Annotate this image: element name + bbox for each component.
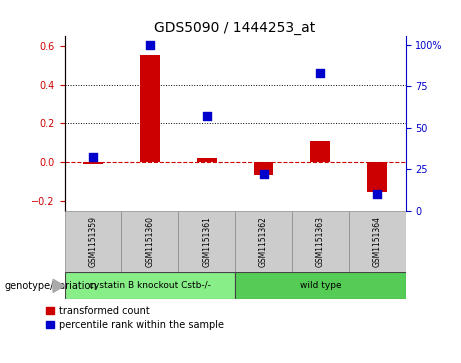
Bar (235, 272, 406, 299)
Text: GSM1151360: GSM1151360 (145, 216, 154, 267)
Bar (349, 211, 406, 272)
Text: GSM1151363: GSM1151363 (316, 216, 325, 267)
Point (317, 70, 324, 76)
Point (373, 191, 381, 197)
Bar (65, 211, 121, 272)
Point (146, 42, 154, 48)
Bar (83, 162, 103, 164)
Text: genotype/variation: genotype/variation (5, 281, 97, 291)
Bar (292, 211, 349, 272)
Text: GSM1151364: GSM1151364 (373, 216, 382, 267)
Bar (310, 141, 331, 162)
Bar (178, 211, 235, 272)
Text: GSM1151359: GSM1151359 (89, 216, 97, 267)
Bar (65, 272, 235, 299)
Text: cystatin B knockout Cstb-/-: cystatin B knockout Cstb-/- (89, 281, 211, 290)
Bar (197, 158, 217, 162)
Bar (235, 211, 292, 272)
Text: wild type: wild type (300, 281, 341, 290)
Bar (367, 162, 387, 192)
Legend: transformed count, percentile rank within the sample: transformed count, percentile rank withi… (47, 306, 224, 330)
Bar (140, 55, 160, 162)
Text: GSM1151362: GSM1151362 (259, 216, 268, 267)
Text: GSM1151361: GSM1151361 (202, 216, 211, 267)
Point (203, 113, 210, 119)
Point (260, 171, 267, 177)
Point (89, 155, 97, 160)
Title: GDS5090 / 1444253_at: GDS5090 / 1444253_at (154, 21, 316, 35)
Bar (254, 162, 273, 175)
Bar (121, 211, 178, 272)
